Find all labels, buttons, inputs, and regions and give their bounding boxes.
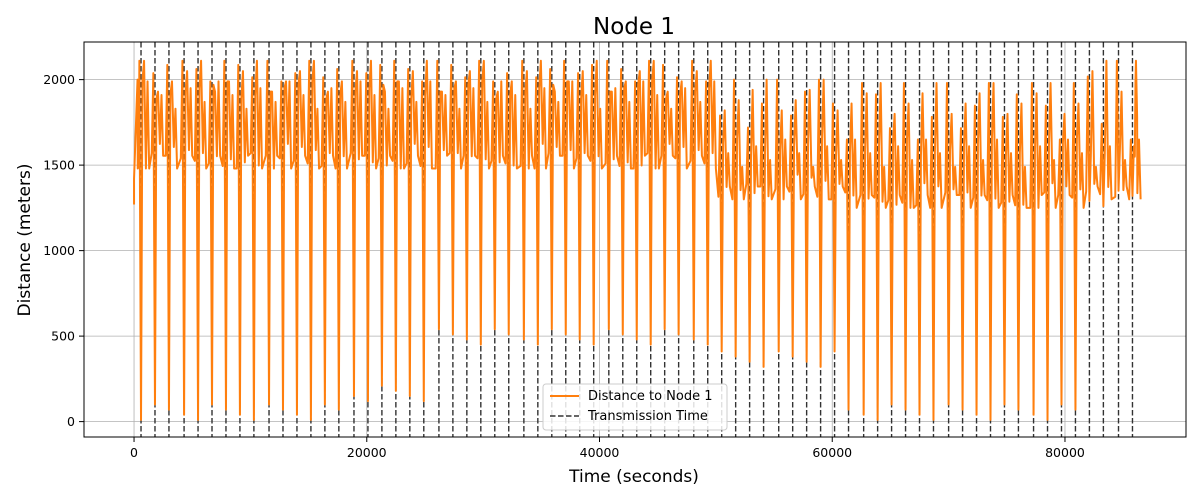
y-tick-label: 2000 [43,72,75,87]
y-tick-label: 1500 [43,158,75,173]
x-tick-label: 40000 [580,445,620,460]
legend-distance-label: Distance to Node 1 [588,389,713,404]
x-tick-label: 60000 [812,445,852,460]
plot-frame [83,41,1187,438]
x-axis-title: Time (seconds) [568,467,699,487]
y-tick-label: 500 [51,329,75,344]
distance-line [133,59,1142,421]
x-tick-label: 20000 [347,445,387,460]
chart-title: Node 1 [593,14,675,40]
x-tick-label: 80000 [1045,445,1085,460]
y-axis-title: Distance (meters) [15,164,35,317]
legend-transmission-label: Transmission Time [587,409,708,424]
y-tick-label: 1000 [43,243,75,258]
y-tick-label: 0 [67,414,75,429]
axes: 0 20000 40000 60000 80000 0 500 1000 1500 2000 [43,41,1187,460]
distance-series [133,59,1142,421]
legend: Distance to Node 1 Transmission Time [542,383,728,431]
legend-box [542,383,728,431]
x-tick-label: 0 [130,445,138,460]
